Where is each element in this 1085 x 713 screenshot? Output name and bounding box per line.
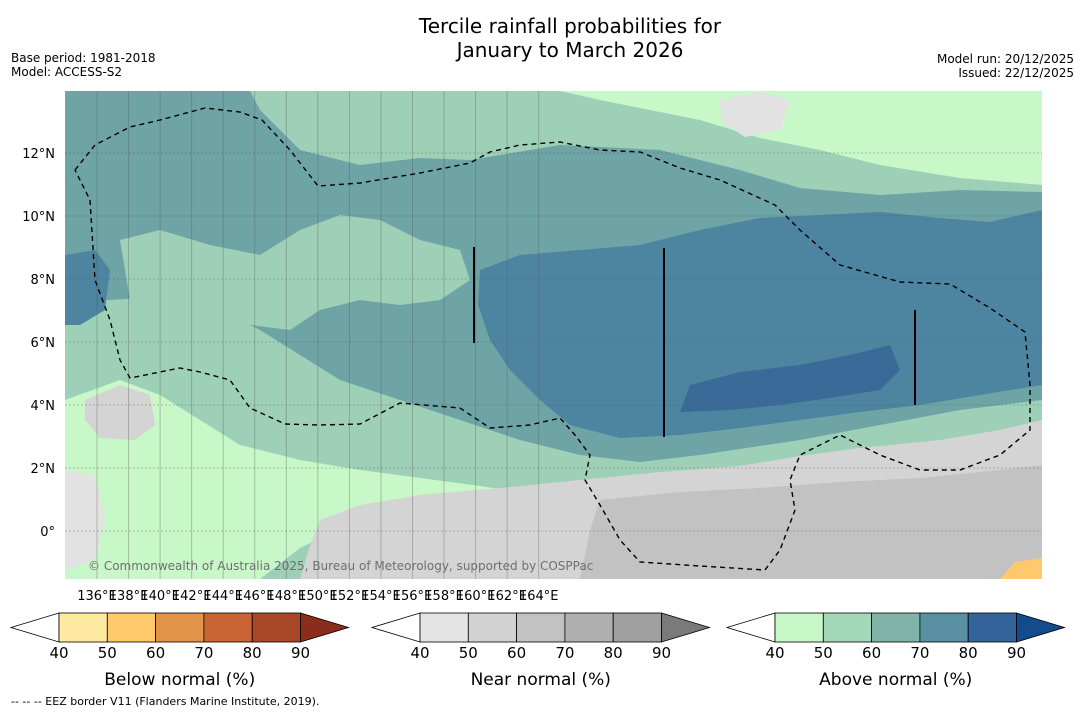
colorbar-tick-label: 90	[291, 644, 310, 662]
colorbar-segment	[967, 612, 1017, 643]
eez-border	[74, 107, 1031, 571]
colorbar-tick-label: 40	[765, 644, 784, 662]
near-normal-grey-region-deep	[580, 465, 1042, 579]
colorbar-high-extension	[1016, 612, 1066, 643]
colorbars: 40 50 60 70 80 90 Below normal (%) 40 50 60 70 80 90…	[9, 612, 1066, 690]
colorbar-tick-label: 50	[459, 644, 478, 662]
colorbar-tick-label: 60	[862, 644, 881, 662]
model-run: Model run: 20/12/2025	[936, 52, 1074, 66]
lon-tick-label: 146°E	[235, 589, 275, 604]
map-area	[65, 91, 1042, 579]
colorbar-label: Near normal (%)	[471, 670, 611, 690]
lon-tick-label: 150°E	[298, 589, 338, 604]
near-normal-grey-blob-north	[720, 92, 790, 137]
colorbar-tick-label: 60	[146, 644, 165, 662]
lat-tick-label: 2°N	[31, 462, 56, 477]
lon-tick-label: 156°E	[393, 589, 433, 604]
above-50-region-south	[65, 380, 540, 579]
above-70-region	[478, 210, 1042, 438]
colorbar-tick-label: 40	[410, 644, 429, 662]
lon-tick-label: 160°E	[456, 589, 496, 604]
colorbar-tick-label: 70	[194, 644, 213, 662]
below-50-region	[1000, 558, 1042, 579]
colorbar-segment	[871, 612, 921, 643]
colorbar-tick-label: 80	[243, 644, 262, 662]
colorbar-high-extension	[300, 612, 350, 643]
colorbar-tick-label: 60	[507, 644, 526, 662]
colorbar-segment	[516, 612, 566, 643]
colorbar-segment	[203, 612, 253, 643]
colorbar-tick-label: 50	[98, 644, 117, 662]
base-period: Base period: 1981-2018	[11, 51, 156, 65]
meta-left: Base period: 1981-2018 Model: ACCESS-S2	[11, 51, 156, 79]
lat-tick-label: 12°N	[22, 147, 55, 162]
lon-tick-labels: 136°E138°E140°E142°E144°E146°E148°E150°E…	[77, 589, 558, 604]
colorbar-low-extension	[9, 612, 60, 643]
lon-tick-label: 148°E	[267, 589, 307, 604]
lon-tick-label: 138°E	[109, 589, 149, 604]
above-70-region-west	[65, 250, 110, 325]
colorbar-segment	[106, 612, 157, 643]
copyright-text: © Commonwealth of Australia 2025, Bureau…	[88, 559, 593, 573]
colorbar-segment	[419, 612, 469, 643]
near-50-region-mid	[120, 215, 470, 330]
lon-tick-label: 136°E	[77, 589, 117, 604]
above-50-region-north	[560, 91, 1042, 185]
lon-tick-label: 162°E	[487, 589, 527, 604]
colorbar-segment	[467, 612, 517, 643]
lon-tick-label: 164°E	[519, 589, 559, 604]
colorbar-tick-label: 90	[1007, 644, 1026, 662]
meta-right: Model run: 20/12/2025 Issued: 22/12/2025	[937, 52, 1074, 80]
lat-tick-label: 8°N	[31, 273, 56, 288]
lon-tick-label: 154°E	[361, 589, 401, 604]
lon-tick-label: 140°E	[140, 589, 180, 604]
colorbar-label: Below normal (%)	[104, 670, 255, 690]
colorbar-segment	[58, 612, 108, 643]
colorbar-tick-label: 70	[555, 644, 574, 662]
lon-tick-label: 158°E	[424, 589, 464, 604]
above-80-region	[680, 345, 900, 412]
colorbar-tick-label: 90	[652, 644, 671, 662]
model-name: Model: ACCESS-S2	[11, 65, 123, 79]
colorbar-high-extension	[661, 612, 711, 643]
colorbar-tick-label: 50	[814, 644, 833, 662]
colorbar-segment	[251, 612, 301, 643]
lat-tick-label: 10°N	[22, 210, 55, 225]
colorbar-3: 40 50 60 70 80 90 Above normal (%)	[725, 612, 1066, 690]
colorbar-low-extension	[370, 612, 421, 643]
colorbar-tick-label: 80	[604, 644, 623, 662]
colorbar-low-extension	[725, 612, 776, 643]
colorbar-segment	[155, 612, 205, 643]
title-line-1: Tercile rainfall probabilities for	[418, 14, 722, 38]
chart-title: Tercile rainfall probabilities for Janua…	[0, 14, 1085, 62]
near-normal-grey-blob	[85, 385, 155, 440]
colorbar-segment	[564, 612, 614, 643]
title-line-2: January to March 2026	[456, 38, 684, 62]
colorbar-segment	[919, 612, 969, 643]
lon-tick-label: 142°E	[172, 589, 212, 604]
lon-tick-label: 144°E	[203, 589, 243, 604]
issued-date: Issued: 22/12/2025	[958, 66, 1074, 80]
near-normal-grey-region-west	[65, 470, 105, 570]
lat-tick-label: 6°N	[31, 336, 56, 351]
colorbar-2: 40 50 60 70 80 90 Near normal (%)	[370, 612, 711, 690]
lat-tick-label: 0°	[40, 525, 55, 540]
colorbar-segment	[612, 612, 662, 643]
lon-tick-label: 152°E	[330, 589, 370, 604]
colorbar-tick-label: 70	[910, 644, 929, 662]
grid-lines	[65, 91, 1042, 579]
colorbar-segment	[774, 612, 824, 643]
colorbar-tick-label: 80	[959, 644, 978, 662]
colorbar-segment	[822, 612, 872, 643]
lat-tick-label: 4°N	[31, 399, 56, 414]
colorbar-tick-label: 40	[49, 644, 68, 662]
footnote: -- -- -- EEZ border V11 (Flanders Marine…	[11, 695, 320, 708]
colorbar-label: Above normal (%)	[819, 670, 972, 690]
colorbar-1: 40 50 60 70 80 90 Below normal (%)	[9, 612, 350, 690]
lat-tick-labels: 12°N 10°N 8°N 6°N 4°N 2°N 0°	[22, 147, 55, 540]
